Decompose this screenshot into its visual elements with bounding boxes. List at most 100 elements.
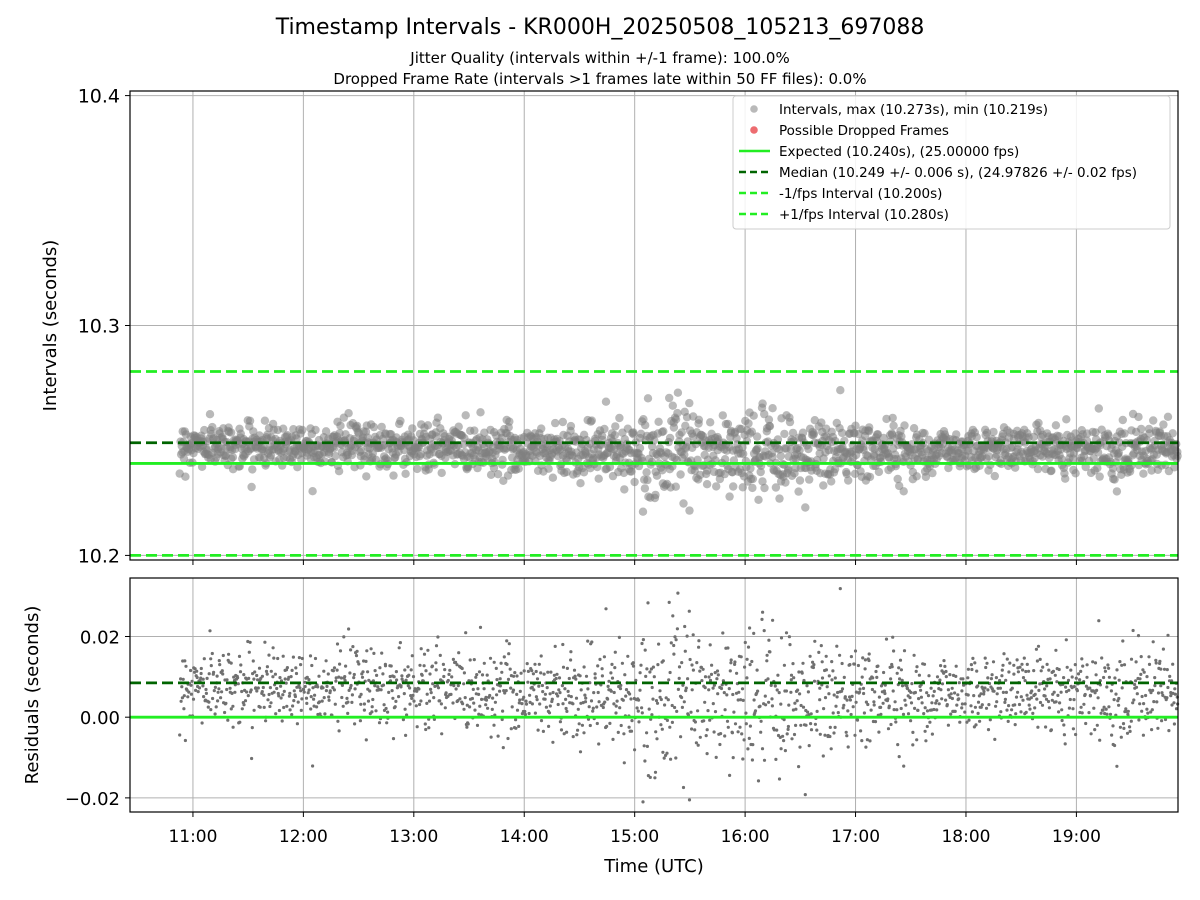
- residual-point: [792, 676, 796, 680]
- residual-point: [811, 665, 816, 670]
- interval-point: [712, 482, 721, 491]
- residual-point: [614, 704, 618, 708]
- residual-point: [832, 693, 836, 697]
- residual-point: [708, 678, 713, 683]
- residual-point: [404, 733, 408, 738]
- residual-point: [1007, 670, 1011, 674]
- residual-point: [515, 674, 519, 678]
- residual-point: [423, 722, 427, 726]
- residual-point: [1045, 662, 1049, 667]
- residual-point: [295, 722, 299, 726]
- residual-point: [349, 648, 353, 652]
- residual-point: [611, 737, 615, 742]
- residual-point: [543, 697, 547, 701]
- residual-point: [828, 725, 832, 730]
- residual-point: [362, 659, 366, 663]
- residual-point: [976, 711, 980, 716]
- residual-point: [613, 650, 617, 654]
- residual-point: [601, 705, 605, 710]
- residual-point: [539, 719, 544, 723]
- residual-point: [443, 668, 447, 672]
- residual-point: [1035, 697, 1039, 701]
- residual-point: [317, 700, 322, 704]
- interval-point: [1147, 466, 1156, 475]
- residual-point: [1153, 676, 1157, 680]
- residual-point: [652, 675, 656, 679]
- residual-point: [919, 688, 923, 692]
- residual-point: [612, 690, 616, 695]
- residual-point: [903, 698, 907, 702]
- residual-point: [688, 657, 692, 662]
- residual-point: [292, 689, 296, 693]
- interval-point: [311, 425, 320, 435]
- residual-point: [209, 657, 213, 661]
- interval-point: [473, 463, 482, 473]
- residual-point: [256, 686, 260, 690]
- residual-point: [1096, 696, 1100, 700]
- residual-point: [643, 759, 647, 763]
- residual-point: [1038, 700, 1043, 705]
- residual-point: [745, 676, 749, 680]
- residual-point: [788, 643, 792, 647]
- residual-point: [781, 734, 785, 738]
- interval-point: [298, 425, 307, 435]
- residual-point: [641, 800, 645, 804]
- residual-point: [1070, 675, 1074, 679]
- residual-point: [721, 631, 725, 635]
- residual-point: [420, 673, 424, 677]
- residual-point: [1016, 670, 1021, 674]
- residual-point: [291, 655, 295, 659]
- residual-point: [216, 699, 220, 703]
- residual-point: [812, 679, 817, 683]
- interval-point: [781, 478, 790, 487]
- residual-point: [1078, 678, 1082, 682]
- residual-point: [1038, 657, 1042, 662]
- residual-point: [370, 710, 374, 714]
- residual-point: [1025, 693, 1029, 697]
- residual-point: [898, 677, 902, 681]
- residual-point: [817, 650, 821, 655]
- residual-point: [630, 719, 634, 723]
- residual-point: [530, 702, 535, 706]
- residual-point: [342, 635, 346, 639]
- residual-point: [1167, 729, 1171, 733]
- residual-point: [1045, 684, 1049, 688]
- residual-point: [703, 686, 707, 690]
- residual-point: [932, 689, 936, 694]
- residual-point: [508, 667, 512, 671]
- interval-point: [682, 413, 692, 422]
- residual-point: [935, 699, 939, 703]
- x-tick-label: 16:00: [721, 827, 770, 847]
- interval-point: [1170, 463, 1179, 472]
- intervals-y-tick-label: 10.2: [78, 545, 120, 567]
- residual-point: [212, 670, 216, 674]
- residual-point: [1095, 688, 1099, 693]
- interval-point: [643, 394, 653, 403]
- interval-point: [795, 446, 804, 455]
- residual-point: [352, 676, 356, 680]
- residual-point: [1020, 662, 1024, 666]
- residual-point: [682, 700, 686, 704]
- residual-point: [881, 701, 885, 705]
- residual-point: [919, 695, 924, 699]
- interval-point: [669, 423, 679, 432]
- residual-point: [532, 688, 536, 692]
- residual-point: [681, 785, 686, 790]
- residual-point: [845, 734, 849, 738]
- residual-point: [340, 683, 344, 688]
- residual-point: [750, 659, 754, 664]
- interval-point: [756, 467, 765, 477]
- residual-point: [812, 663, 816, 667]
- residual-point: [243, 699, 248, 703]
- residual-point: [1034, 685, 1038, 689]
- interval-point: [718, 411, 727, 420]
- residual-point: [970, 710, 975, 714]
- residual-point: [285, 704, 289, 708]
- residual-point: [618, 687, 623, 691]
- interval-point: [764, 415, 774, 424]
- residual-point: [531, 672, 536, 676]
- residual-point: [830, 678, 834, 682]
- residual-point: [1056, 693, 1060, 698]
- residual-point: [595, 705, 599, 709]
- residual-point: [653, 776, 657, 780]
